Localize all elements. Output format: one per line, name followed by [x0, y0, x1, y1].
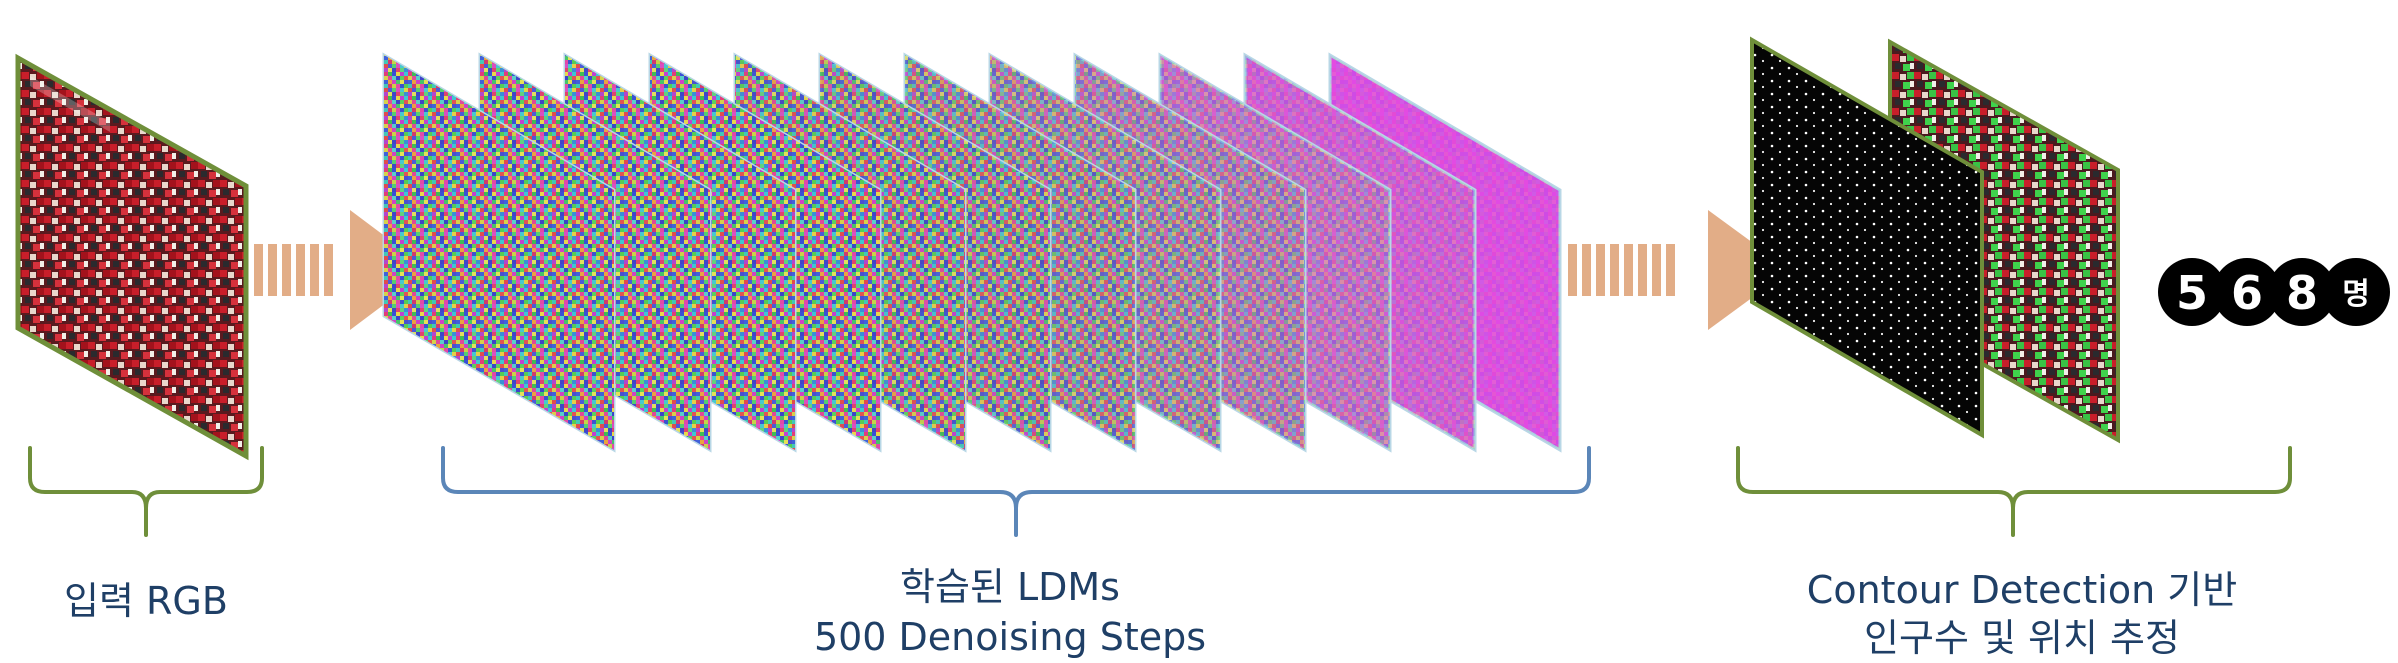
count-unit-badge: 명	[2322, 258, 2390, 326]
count-digit-3: 8	[2286, 266, 2318, 320]
arrow-2-dashed-right-arrow-icon	[1568, 210, 1790, 330]
input-caption: 입력 RGB	[64, 579, 228, 623]
people-count-result: 5 6 8 명	[2158, 258, 2390, 326]
count-digit-badge-2: 6	[2213, 258, 2281, 326]
count-unit: 명	[2342, 277, 2370, 312]
detection-curly-brace-icon	[1736, 446, 2292, 537]
input-rgb-image	[15, 53, 249, 461]
count-digit-badge-1: 5	[2158, 258, 2226, 326]
detection-output-stack	[1750, 36, 2120, 444]
ldm-noise-stack	[382, 52, 1562, 453]
ldm-caption-line1: 학습된 LDMs	[900, 565, 1120, 609]
contour-detection-map	[1750, 36, 1984, 439]
count-digit-badge-3: 8	[2268, 258, 2336, 326]
ldm-caption-line2: 500 Denoising Steps	[814, 615, 1206, 659]
ldm-frame-1	[382, 52, 616, 453]
detection-caption-line1: Contour Detection 기반	[1807, 568, 2237, 612]
count-digit-1: 5	[2176, 266, 2208, 320]
count-digit-2: 6	[2231, 266, 2263, 320]
ldm-curly-brace-icon	[441, 446, 1591, 537]
detection-caption-line2: 인구수 및 위치 추정	[1864, 616, 2180, 660]
input-curly-brace-icon	[28, 446, 264, 537]
